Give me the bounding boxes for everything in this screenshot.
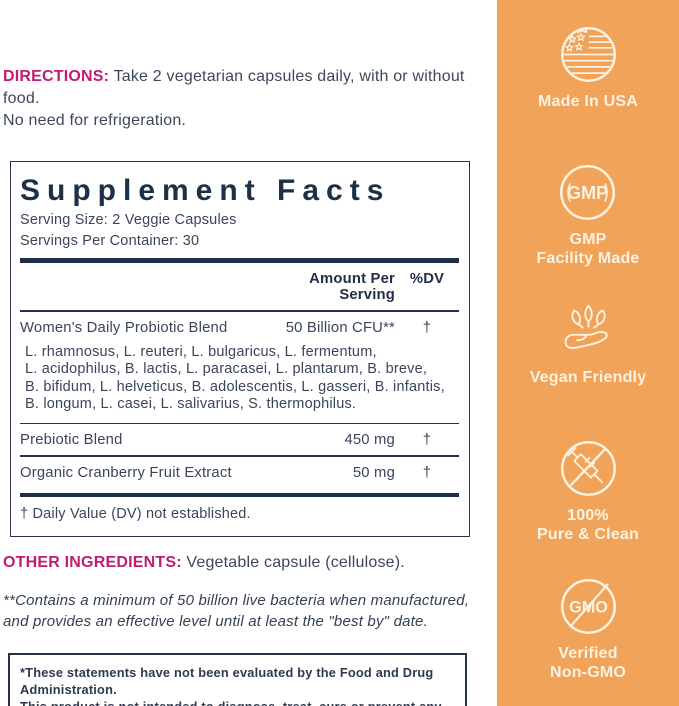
divider-thin — [20, 455, 459, 457]
badge-label-line: GMP — [569, 231, 607, 248]
divider-thin — [20, 422, 459, 425]
badge-made-in-usa: Made In USA — [538, 24, 638, 153]
badge-label: Verified Non-GMO — [550, 644, 626, 682]
disclaimer-line1: *These statements have not been evaluate… — [20, 664, 434, 697]
contains-note-line1: **Contains a minimum of 50 billion live … — [3, 591, 470, 609]
supplement-facts-panel: Supplement Facts Serving Size: 2 Veggie … — [10, 161, 470, 537]
badge-label-line: Verified — [558, 645, 618, 662]
strain-line: B. longum, L. casei, L. salivarius, S. t… — [25, 396, 357, 413]
serving-size: Serving Size: 2 Veggie Capsules — [20, 212, 237, 228]
contains-note: **Contains a minimum of 50 billion live … — [3, 590, 487, 632]
facts-row-cranberry-extract: Organic Cranberry Fruit Extract 50 mg † — [20, 457, 459, 488]
gmp-circle-icon: GMP — [560, 165, 616, 220]
badge-vegan-friendly: Vegan Friendly — [530, 300, 647, 429]
ingredient-dv: † — [422, 432, 432, 449]
divider-thick-bottom — [20, 492, 459, 497]
percent-dv-header: %DV — [409, 271, 445, 287]
ingredient-dv: † — [422, 464, 432, 481]
facts-header-row: Amount Per Serving %DV — [20, 263, 459, 310]
disclaimer-line2: This product is not intended to diagnose… — [20, 699, 442, 706]
badge-label: 100% Pure & Clean — [537, 506, 639, 544]
badge-non-gmo: GMO Verified Non-GMO — [550, 576, 626, 705]
ingredient-name: Women's Daily Probiotic Blend — [20, 319, 228, 336]
badge-label-line: Made In USA — [538, 93, 638, 110]
strain-line: L. rhamnosus, L. reuteri, L. bulgaricus,… — [25, 343, 377, 360]
probiotic-strain-list: L. rhamnosus, L. reuteri, L. bulgaricus,… — [20, 343, 459, 423]
gmo-icon-text: GMO — [569, 599, 608, 617]
ingredient-name: Organic Cranberry Fruit Extract — [20, 464, 232, 481]
other-ingredients-label: OTHER INGREDIENTS: — [3, 553, 182, 571]
vegan-hand-leaf-icon — [564, 304, 608, 349]
servings-per-container: Servings Per Container: 30 — [20, 233, 200, 249]
usa-flag-icon — [560, 27, 616, 82]
badge-label: Made In USA — [538, 92, 638, 111]
dv-footnote: † Daily Value (DV) not established. — [20, 505, 251, 522]
fda-disclaimer-box: *These statements have not been evaluate… — [8, 652, 467, 706]
badge-label-line: Pure & Clean — [537, 526, 639, 543]
badge-label: Vegan Friendly — [530, 368, 647, 387]
badge-gmp-facility: GMP GMP Facility Made — [536, 162, 639, 291]
ingredient-amount: 50 Billion CFU** — [285, 319, 395, 336]
divider-thin — [20, 310, 459, 312]
contains-note-line2: and provides an effective level until at… — [3, 612, 428, 630]
divider-thick-top — [20, 258, 459, 263]
directions-text-line2: No need for refrigeration. — [3, 112, 187, 129]
directions-text-line1: Take 2 vegetarian capsules daily, with o… — [3, 68, 465, 107]
strain-line: B. bifidum, L. helveticus, B. adolescent… — [25, 378, 445, 395]
gmp-icon-text: GMP — [567, 183, 608, 203]
ingredient-amount: 450 mg — [344, 432, 395, 449]
directions-label: DIRECTIONS: — [3, 68, 110, 85]
badge-pure-clean: 100% Pure & Clean — [537, 438, 639, 567]
badge-label: GMP Facility Made — [536, 230, 639, 268]
strain-line: L. acidophilus, B. lactis, L. paracasei,… — [25, 361, 428, 378]
badge-label-line: Vegan Friendly — [529, 369, 647, 386]
badge-sidebar: Made In USA GMP GMP Facility Made — [497, 0, 679, 706]
badge-label-line: Non-GMO — [549, 664, 627, 681]
ingredient-amount: 50 mg — [352, 464, 395, 481]
directions-paragraph: DIRECTIONS: Take 2 vegetarian capsules d… — [3, 66, 487, 132]
amount-per-serving-header: Amount Per Serving — [309, 271, 395, 303]
other-ingredients-text: Vegetable capsule (cellulose). — [186, 553, 405, 571]
other-ingredients-paragraph: OTHER INGREDIENTS: Vegetable capsule (ce… — [3, 554, 487, 572]
non-gmo-icon: GMO — [560, 579, 616, 634]
facts-row-probiotic-blend: Women's Daily Probiotic Blend 50 Billion… — [20, 312, 459, 343]
ingredient-name: Prebiotic Blend — [20, 432, 123, 449]
facts-row-prebiotic-blend: Prebiotic Blend 450 mg † — [20, 424, 459, 455]
label-content-column: DIRECTIONS: Take 2 vegetarian capsules d… — [3, 66, 487, 706]
ingredient-dv: † — [422, 319, 432, 336]
badge-label-line: Facility Made — [536, 250, 640, 267]
supplement-facts-title: Supplement Facts — [20, 174, 391, 207]
no-syringe-icon — [560, 441, 616, 496]
badge-label-line: 100% — [567, 507, 609, 524]
